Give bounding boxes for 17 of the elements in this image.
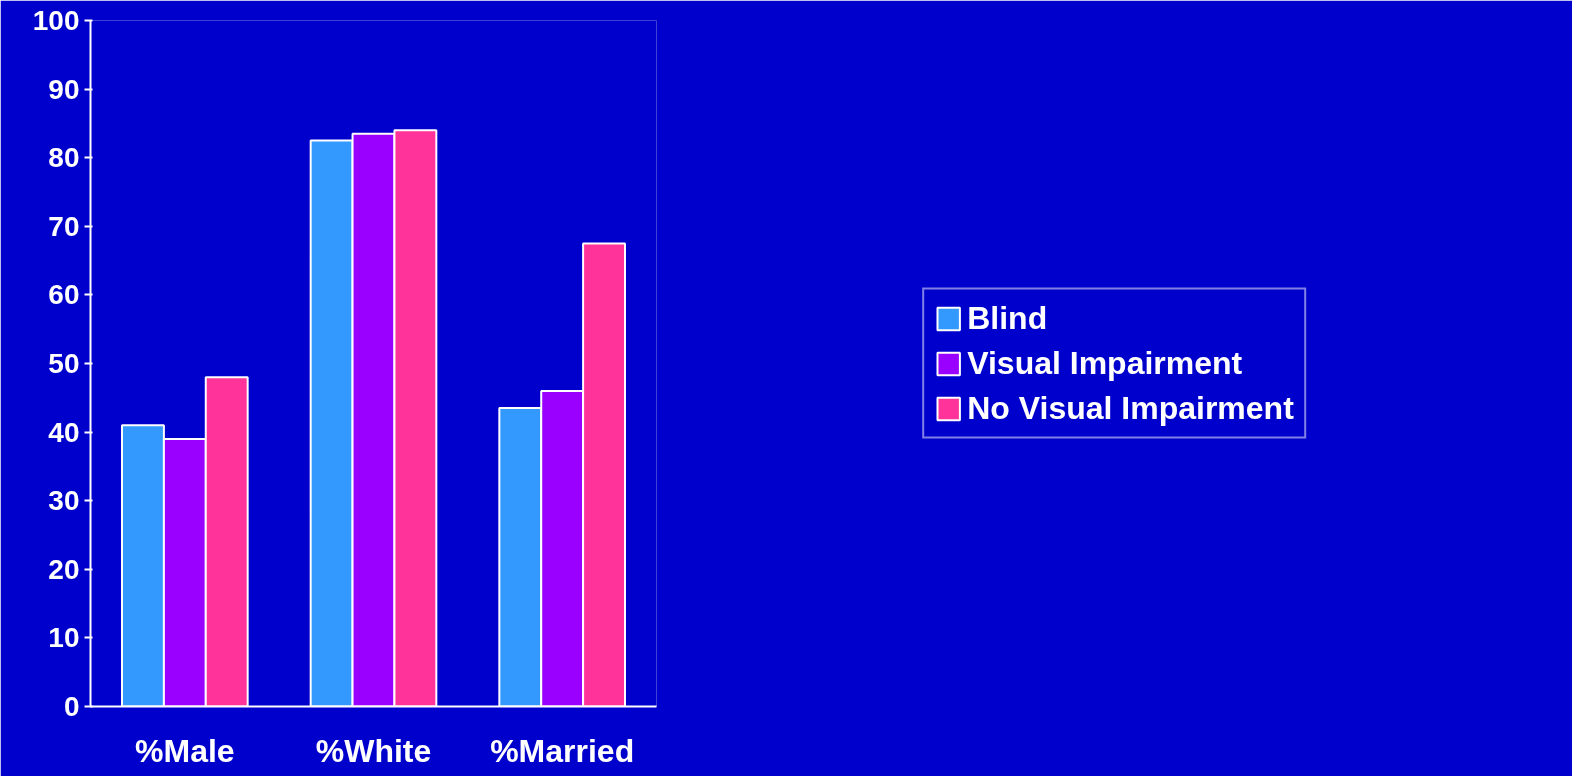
y-tick-label: 80 bbox=[48, 142, 80, 174]
y-tick-label: 90 bbox=[48, 73, 80, 105]
y-tick-label: 10 bbox=[48, 622, 80, 654]
y-tick-label: 70 bbox=[48, 210, 80, 242]
y-tick-label: 50 bbox=[48, 348, 80, 379]
y-tick-label: 30 bbox=[48, 485, 80, 517]
y-tick-label: 40 bbox=[48, 416, 80, 448]
x-tick-label: %Male bbox=[135, 732, 235, 769]
legend-label: No Visual Impairment bbox=[967, 389, 1294, 427]
legend-label: Blind bbox=[967, 299, 1048, 337]
x-tick-label: %Married bbox=[490, 732, 635, 769]
legend-label: Visual Impairment bbox=[967, 344, 1243, 382]
y-tick-label: 60 bbox=[48, 279, 80, 311]
y-tick-label: 20 bbox=[48, 553, 80, 585]
y-tick-label: 100 bbox=[32, 5, 80, 36]
y-tick-label: 0 bbox=[63, 691, 80, 722]
x-tick-label: %White bbox=[315, 732, 432, 769]
